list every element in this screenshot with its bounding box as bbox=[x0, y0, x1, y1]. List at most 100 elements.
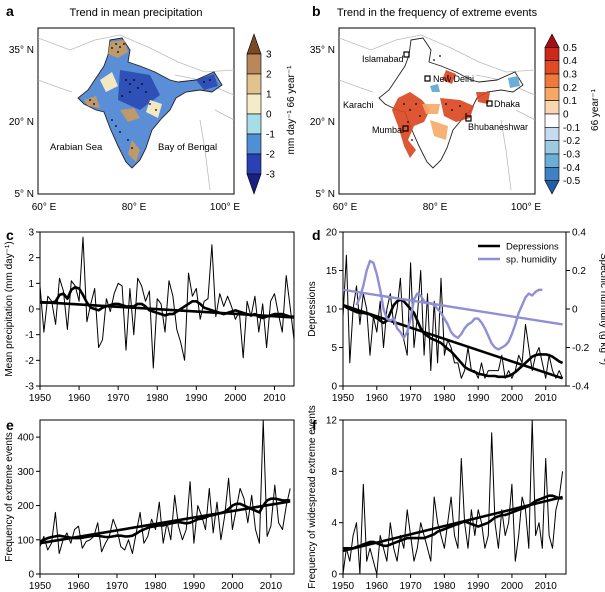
y2-axis-label: Specific humidity (g kg⁻¹) bbox=[598, 253, 605, 365]
colorbar-tick-label: -3 bbox=[266, 170, 275, 181]
colorbar-swatch bbox=[246, 93, 262, 115]
x-tick-label: 1960 bbox=[366, 393, 389, 404]
colorbar-swatch bbox=[544, 140, 560, 155]
y-tick-label: 0 bbox=[331, 382, 337, 393]
map-b-lon-ticks: 60° E 80° E 100° E bbox=[333, 202, 542, 213]
colorbar-cap bbox=[246, 173, 262, 195]
x-tick-label: 2000 bbox=[224, 393, 247, 404]
y-tick-label: 0 bbox=[28, 305, 34, 316]
colorbar-tick-label: 2 bbox=[266, 70, 272, 81]
city-markers bbox=[402, 51, 493, 132]
x-tick-label: 1980 bbox=[146, 393, 169, 404]
y-axis-label: Frequency of extreme events bbox=[4, 432, 15, 562]
series-annual bbox=[342, 419, 564, 575]
plot-e: 1950 1960 1970 1980 1990 2000 2010 0 100 200 300 40… bbox=[4, 419, 295, 592]
lon-tick: 100° E bbox=[210, 202, 240, 213]
map-a-stipple bbox=[89, 43, 211, 149]
colorbar-b-label: 66 year⁻¹ bbox=[590, 88, 601, 131]
panel-a-letter: a bbox=[6, 3, 14, 19]
depressions-smoothed bbox=[342, 298, 564, 379]
y-tick-label: 4 bbox=[331, 518, 337, 529]
colorbar-cap bbox=[544, 180, 560, 195]
x-tick-label: 1960 bbox=[68, 393, 91, 404]
x-tick-label: 2010 bbox=[535, 581, 558, 592]
map-a-lat-ticks: 35° N 20° N 5° N bbox=[9, 45, 34, 200]
legend-label: Depressions bbox=[506, 242, 559, 253]
city-marker-mumbai bbox=[402, 125, 409, 132]
lat-tick: 20° N bbox=[9, 117, 34, 128]
sp-humidity-line bbox=[355, 259, 543, 351]
y-tick-label: 8 bbox=[331, 467, 337, 478]
colorbar-swatch bbox=[544, 73, 560, 88]
plot-f: 1950 1960 1970 1980 1990 2000 2010 0 4 8 12 Frequen… bbox=[307, 405, 567, 592]
y-tick-label: 100 bbox=[17, 535, 34, 546]
panel-c: c 1950 1960 1970 1980 1990 2000 2010 -3 -2 -1 0 1 2 3… bbox=[4, 227, 295, 404]
series-trend bbox=[342, 495, 563, 553]
colorbar-swatch bbox=[544, 127, 560, 141]
x-tick-label: 1980 bbox=[144, 581, 167, 592]
plot-d: 1950 1960 1970 1980 1990 2000 2010 0 5 10 15 20 -0.4… bbox=[307, 228, 605, 405]
city-label-dhaka: Dhaka bbox=[494, 99, 520, 109]
panel-d-letter: d bbox=[312, 227, 321, 243]
colorbar-swatch bbox=[246, 113, 262, 135]
colorbar-a-ticks: 3 2 1 0 -1 -2 -3 bbox=[266, 50, 275, 181]
y-tick-label: 200 bbox=[17, 501, 34, 512]
map-a-dry-patches bbox=[84, 40, 140, 162]
y2-tick-label: 0.4 bbox=[572, 228, 586, 239]
lon-tick: 60° E bbox=[333, 202, 358, 213]
lon-tick: 100° E bbox=[511, 202, 541, 213]
colorbar-tick-label: 1 bbox=[266, 90, 272, 101]
plot-c: 1950 1960 1970 1980 1990 2000 2010 -3 -2 -1 0 1 2 3 Me… bbox=[4, 228, 295, 404]
y-axis-label: Mean precipitation (mm day⁻¹) bbox=[4, 241, 15, 376]
panel-a-title: Trend in mean precipitation bbox=[70, 7, 203, 19]
y-tick-label: 15 bbox=[326, 266, 338, 277]
colorbar-cap bbox=[246, 33, 262, 55]
y-tick-label: 3 bbox=[28, 228, 34, 239]
x-tick-label: 1980 bbox=[433, 581, 456, 592]
city-label-mumbai: Mumbai bbox=[372, 125, 404, 135]
map-a-wet-patches bbox=[118, 70, 218, 110]
city-label-bhubaneshwar: Bhubaneshwar bbox=[468, 122, 528, 132]
colorbar-swatch bbox=[246, 153, 262, 175]
colorbar-tick-label: 0 bbox=[266, 110, 272, 121]
city-marker-dhaka bbox=[486, 100, 493, 107]
y-tick-label: -2 bbox=[25, 356, 34, 367]
y-tick-label: 400 bbox=[17, 433, 34, 444]
y2-tick-label: 0 bbox=[572, 305, 578, 316]
map-a-lon-ticks: 60° E 80° E 100° E bbox=[32, 202, 241, 213]
y2-tick-label: 0.2 bbox=[572, 266, 586, 277]
depressions-trend bbox=[342, 303, 564, 380]
y-axis-label: Frequency of widespread extreme events bbox=[307, 405, 318, 588]
colorbar-swatch bbox=[544, 87, 560, 101]
colorbar-b bbox=[544, 33, 560, 195]
colorbar-tick-label: 0.2 bbox=[563, 83, 577, 94]
x-tick-label: 2010 bbox=[263, 393, 286, 404]
legend-label: sp. humidity bbox=[506, 255, 557, 266]
panel-f-letter: f bbox=[312, 417, 317, 433]
map-b-decrease-areas bbox=[430, 76, 520, 92]
y-tick-label: 300 bbox=[17, 467, 34, 478]
colorbar-tick-label: 0.3 bbox=[563, 70, 577, 81]
lat-tick: 5° N bbox=[14, 189, 34, 200]
series-trend bbox=[39, 300, 295, 319]
y-tick-label: 1 bbox=[28, 279, 34, 290]
plot-frame bbox=[39, 419, 295, 575]
x-tick-label: 2000 bbox=[501, 581, 524, 592]
colorbar-tick-label: 0.5 bbox=[563, 43, 577, 54]
x-tick-label: 2010 bbox=[535, 393, 558, 404]
panel-e: e 1950 1960 1970 1980 1990 2000 2010 0 100 200 300… bbox=[4, 417, 295, 592]
y2-tick-label: -0.4 bbox=[572, 382, 590, 393]
colorbar-tick-label: -1 bbox=[266, 130, 275, 141]
map-b-stipple bbox=[403, 55, 467, 141]
x-tick-label: 1990 bbox=[183, 581, 206, 592]
plot-frame bbox=[342, 419, 567, 575]
x-tick-label: 1970 bbox=[399, 393, 422, 404]
map-a-light-patches bbox=[100, 72, 162, 118]
colorbar-swatch bbox=[544, 113, 560, 128]
y-tick-label: 20 bbox=[326, 228, 338, 239]
colorbar-b-ticks: 0.5 0.4 0.3 0.2 0.1 0 -0.1 -0.2 -0.3 -0.4 -0.5 bbox=[563, 43, 581, 187]
colorbar-a-label: mm day⁻¹ 66 year⁻¹ bbox=[286, 65, 297, 155]
lon-tick: 80° E bbox=[122, 202, 147, 213]
city-marker-new-delhi bbox=[424, 75, 431, 82]
